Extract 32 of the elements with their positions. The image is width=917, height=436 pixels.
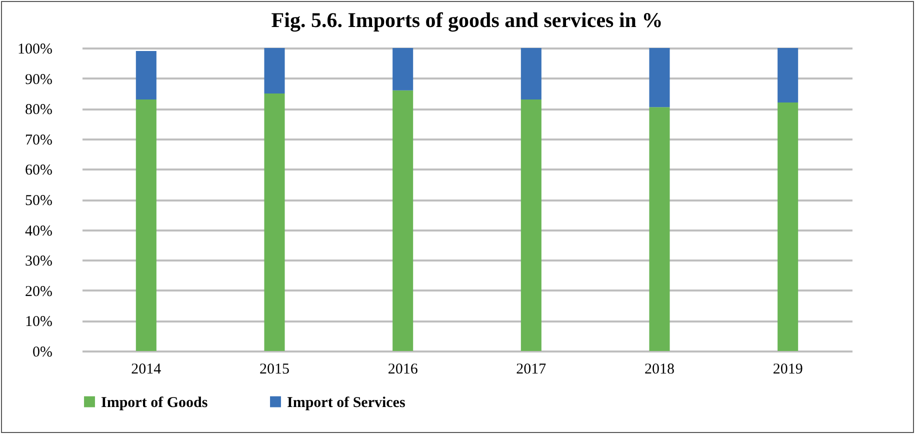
legend-label: Import of Goods (101, 394, 208, 411)
y-tick-label: 40% (25, 223, 52, 240)
bar (649, 48, 670, 108)
bar (649, 107, 670, 351)
bar (520, 48, 542, 100)
x-tick-label: 2015 (260, 362, 290, 378)
y-tick-label: 60% (25, 162, 52, 179)
y-tick-label: 50% (25, 193, 52, 209)
y-tick-label: 70% (25, 132, 52, 148)
bar (520, 100, 542, 351)
x-tick-label: 2014 (131, 362, 162, 378)
y-tick-label: 20% (25, 284, 52, 300)
y-tick-label: 100% (18, 42, 52, 58)
bar (136, 100, 156, 351)
y-tick-label: 80% (25, 102, 52, 118)
bar (264, 48, 285, 94)
x-tick-label: 2016 (388, 362, 418, 378)
bar (778, 102, 798, 351)
bar (392, 48, 414, 90)
y-tick-label: 0% (32, 344, 52, 360)
y-tick-label: 30% (25, 254, 52, 270)
bar (778, 48, 798, 103)
y-tick-label: 90% (25, 72, 52, 88)
chart-title: Fig. 5.6. Imports of goods and services in % (271, 8, 663, 32)
y-tick-label: 10% (25, 314, 52, 330)
x-tick-label: 2019 (772, 362, 803, 378)
bar (136, 51, 156, 100)
legend-label: Import of Services (287, 394, 406, 411)
x-tick-label: 2018 (644, 362, 674, 378)
bar (392, 90, 414, 351)
bar (264, 93, 285, 351)
x-tick-label: 2017 (516, 362, 547, 378)
